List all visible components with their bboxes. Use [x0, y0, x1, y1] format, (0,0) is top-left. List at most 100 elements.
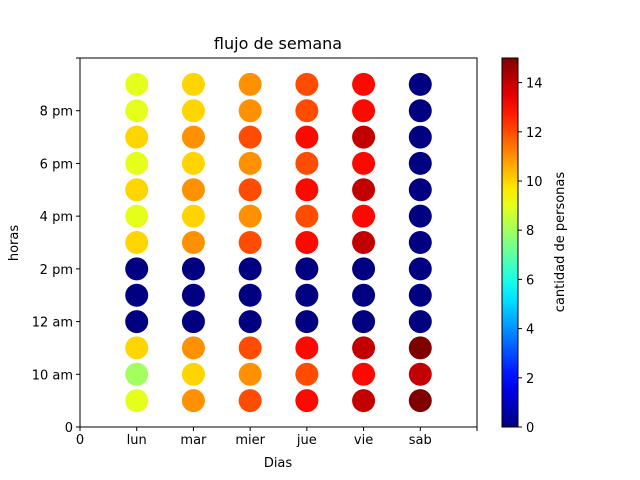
data-point	[408, 389, 432, 413]
data-point	[295, 257, 319, 281]
data-point	[352, 231, 376, 254]
data-point	[181, 72, 205, 96]
x-tick-label: mar	[180, 433, 207, 448]
data-point	[408, 231, 432, 254]
data-point	[352, 310, 376, 334]
colorbar-tick-label: 4	[526, 323, 534, 338]
y-axis-title: horas	[7, 225, 22, 262]
x-tick-label: sab	[409, 433, 432, 448]
data-point	[352, 151, 376, 175]
data-point	[181, 125, 205, 149]
data-point	[408, 257, 432, 281]
data-point	[125, 125, 149, 149]
data-point	[238, 257, 262, 281]
data-point	[125, 310, 149, 334]
data-point	[352, 72, 376, 96]
data-point	[125, 336, 149, 360]
y-tick-label: 10 am	[32, 368, 73, 383]
colorbar-tick-label: 0	[526, 421, 534, 436]
data-point	[295, 310, 319, 334]
data-point	[352, 389, 376, 413]
data-point	[295, 362, 319, 386]
data-point	[238, 389, 262, 413]
y-tick-label: 0	[65, 421, 73, 436]
data-point	[352, 178, 376, 202]
data-point	[181, 257, 205, 281]
data-point	[295, 125, 319, 149]
data-point	[125, 72, 149, 96]
y-tick-label: 2 pm	[40, 263, 73, 278]
y-tick-label: 4 pm	[40, 210, 73, 225]
colorbar-tick-label: 6	[526, 273, 534, 288]
data-point	[125, 99, 149, 123]
data-point	[238, 178, 262, 202]
data-point	[125, 257, 149, 281]
y-tick-label: 8 pm	[40, 105, 73, 120]
data-point	[295, 389, 319, 413]
data-point	[295, 336, 319, 360]
data-point	[408, 178, 432, 202]
data-point	[238, 336, 262, 360]
colorbar-tick-label: 2	[526, 372, 534, 387]
data-point	[295, 72, 319, 96]
y-tick-label: 6 pm	[40, 157, 73, 172]
data-point	[181, 231, 205, 254]
data-point	[408, 283, 432, 307]
data-point	[295, 99, 319, 123]
data-point	[352, 204, 376, 228]
data-point	[408, 362, 432, 386]
x-axis-title: Dias	[264, 456, 293, 471]
y-tick-label: 12 am	[32, 316, 73, 331]
data-point	[125, 362, 149, 386]
data-point	[408, 72, 432, 96]
data-point	[238, 362, 262, 386]
data-point	[125, 283, 149, 307]
data-point	[125, 151, 149, 175]
data-point	[352, 125, 376, 149]
data-point	[238, 125, 262, 149]
x-tick-label: vie	[354, 433, 373, 448]
data-point	[181, 389, 205, 413]
x-tick-label: lun	[127, 433, 147, 448]
data-point	[181, 204, 205, 228]
x-tick-label: 0	[76, 433, 84, 448]
data-point	[408, 99, 432, 123]
data-point	[408, 336, 432, 360]
data-point	[238, 310, 262, 334]
data-point	[181, 283, 205, 307]
data-point	[295, 283, 319, 307]
data-point	[238, 99, 262, 123]
data-point	[181, 99, 205, 123]
data-point	[295, 151, 319, 175]
colorbar-title: cantidad de personas	[553, 172, 568, 313]
data-point	[125, 389, 149, 413]
colorbar-tick-label: 14	[526, 77, 543, 92]
colorbar-tick-label: 10	[526, 175, 543, 190]
data-point	[238, 204, 262, 228]
data-point	[352, 362, 376, 386]
data-point	[295, 178, 319, 202]
data-point	[295, 231, 319, 254]
data-point	[352, 99, 376, 123]
data-point	[238, 283, 262, 307]
data-point	[181, 310, 205, 334]
plot-frame	[79, 57, 478, 428]
data-point	[408, 125, 432, 149]
data-point	[352, 336, 376, 360]
colorbar	[501, 57, 519, 428]
x-tick-label: mier	[235, 433, 265, 448]
data-point	[181, 362, 205, 386]
data-point	[238, 151, 262, 175]
data-point	[181, 336, 205, 360]
chart-title: flujo de semana	[214, 34, 342, 53]
data-point	[125, 204, 149, 228]
data-point	[408, 204, 432, 228]
data-point	[125, 178, 149, 202]
x-tick-label: jue	[296, 433, 317, 448]
data-point	[181, 178, 205, 202]
colorbar-tick-label: 12	[526, 126, 543, 141]
data-point	[352, 257, 376, 281]
data-point	[181, 151, 205, 175]
data-point	[295, 204, 319, 228]
